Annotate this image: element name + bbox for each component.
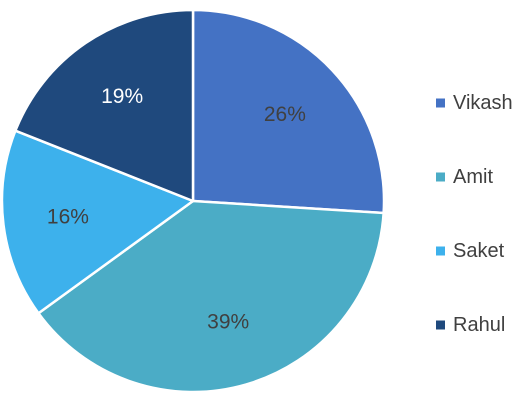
pie-slice-vikash xyxy=(191,8,386,215)
pie-slice-rahul xyxy=(14,8,195,203)
legend-label-saket: Saket xyxy=(453,240,505,262)
data-label-vikash: 26% xyxy=(264,103,306,126)
legend-label-vikash: Vikash xyxy=(453,92,513,114)
legend-swatch-rahul xyxy=(436,320,445,330)
pie-slice-saket xyxy=(0,129,195,315)
chart-legend: Vikash Amit Saket Rahul xyxy=(436,92,513,336)
data-label-amit: 39% xyxy=(207,311,249,334)
data-label-saket: 16% xyxy=(47,205,89,228)
legend-swatch-saket xyxy=(436,246,445,256)
legend-item-amit: Amit xyxy=(436,166,493,188)
legend-item-vikash: Vikash xyxy=(436,92,513,114)
legend-item-saket: Saket xyxy=(436,240,505,262)
legend-swatch-amit xyxy=(436,172,445,182)
pie-data-labels: 26% 39% 16% 19% xyxy=(47,85,306,333)
pie-slices xyxy=(0,8,386,394)
legend-swatch-vikash xyxy=(436,98,445,108)
data-label-rahul: 19% xyxy=(101,85,143,108)
legend-label-rahul: Rahul xyxy=(453,314,505,336)
legend-item-rahul: Rahul xyxy=(436,314,505,336)
pie-slice-amit xyxy=(37,199,385,394)
legend-label-amit: Amit xyxy=(453,166,493,188)
